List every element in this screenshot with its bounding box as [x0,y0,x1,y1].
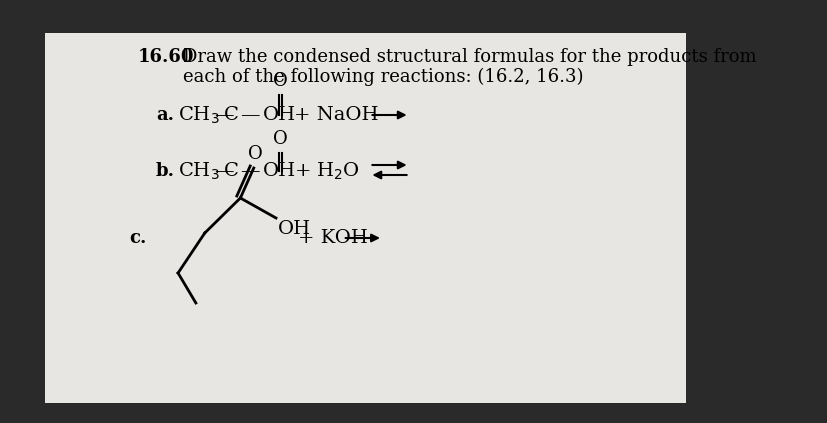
Text: C: C [224,162,239,180]
Text: + H$_2$O: + H$_2$O [294,160,360,181]
Text: —: — [240,106,260,124]
Text: —: — [213,106,233,124]
Text: 16.60: 16.60 [138,48,194,66]
Text: OH: OH [262,162,295,180]
Text: a.: a. [155,106,174,124]
Text: OH: OH [277,220,310,238]
Text: CH$_3$: CH$_3$ [178,104,219,126]
Text: —: — [240,162,260,180]
Text: b.: b. [155,162,174,180]
Text: each of the following reactions: (16.2, 16.3): each of the following reactions: (16.2, … [182,68,582,86]
Text: O: O [273,130,288,148]
FancyBboxPatch shape [45,33,685,403]
Text: O: O [248,145,263,163]
Text: —: — [213,162,233,180]
Text: OH: OH [262,106,295,124]
Text: C: C [224,106,239,124]
Text: O: O [273,72,288,90]
Text: Draw the condensed structural formulas for the products from: Draw the condensed structural formulas f… [182,48,755,66]
Text: + KOH: + KOH [298,229,368,247]
Text: + NaOH: + NaOH [294,106,378,124]
Text: c.: c. [129,229,146,247]
Text: CH$_3$: CH$_3$ [178,160,219,181]
